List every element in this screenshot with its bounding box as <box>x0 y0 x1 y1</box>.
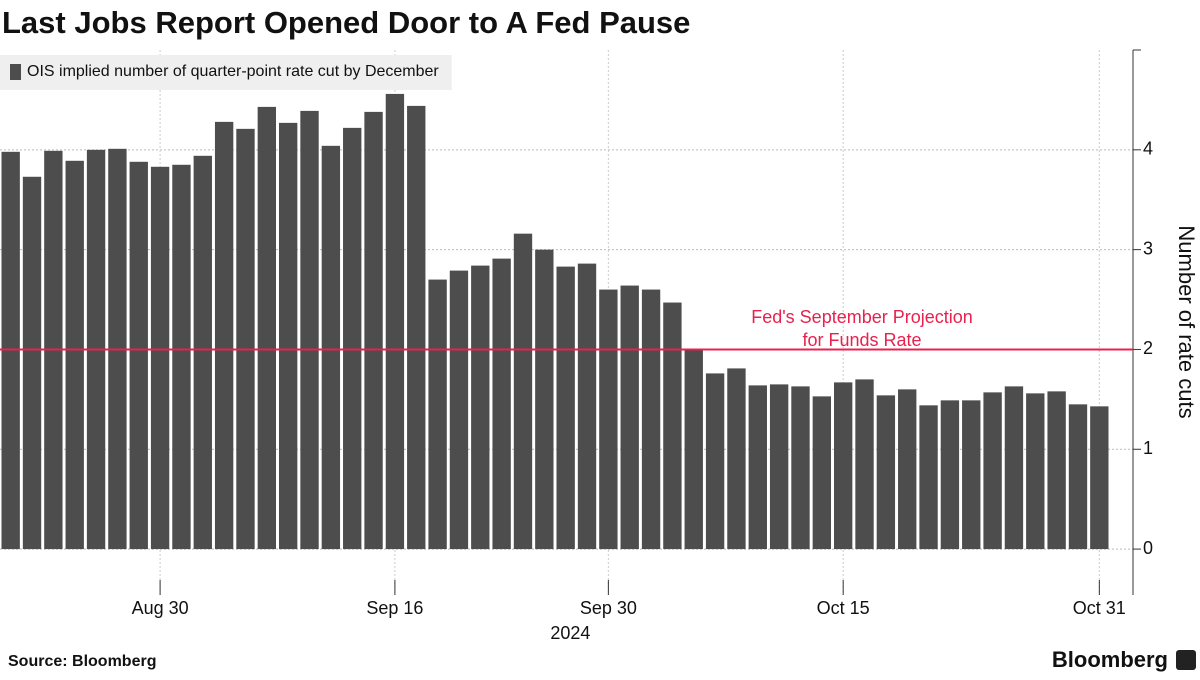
bar <box>407 105 426 550</box>
bar <box>855 379 874 550</box>
legend-box <box>0 55 452 90</box>
bar <box>769 384 789 550</box>
bar <box>471 265 490 550</box>
bar <box>1047 391 1066 550</box>
y-tick-label: 1 <box>1143 438 1153 458</box>
legend-swatch <box>10 64 21 80</box>
bar <box>727 368 746 550</box>
bar <box>556 266 575 550</box>
bar <box>65 160 84 550</box>
bar <box>257 106 277 550</box>
legend-label: OIS implied number of quarter-point rate… <box>27 63 439 80</box>
bar <box>321 145 341 550</box>
bar <box>236 128 255 550</box>
y-tick-label: 0 <box>1143 538 1153 558</box>
bar <box>278 122 298 550</box>
bar <box>364 111 383 550</box>
y-tick-label: 4 <box>1143 139 1153 159</box>
bar <box>940 400 960 550</box>
bar <box>449 270 469 550</box>
bar <box>919 405 938 550</box>
bar <box>193 155 212 550</box>
bar <box>898 389 917 550</box>
bar <box>641 289 661 550</box>
bar <box>620 285 639 550</box>
brand: Bloomberg <box>1052 647 1168 672</box>
bar <box>1090 406 1109 550</box>
bar <box>748 385 767 550</box>
bar <box>663 302 682 550</box>
y-tick-label: 3 <box>1143 238 1153 258</box>
bar <box>684 349 703 550</box>
bar <box>962 400 981 550</box>
bar <box>876 395 896 550</box>
bar <box>385 93 405 550</box>
bar <box>214 121 234 550</box>
source: Source: Bloomberg <box>8 653 156 670</box>
bar <box>428 279 447 550</box>
bar <box>812 396 832 550</box>
brand-icon <box>1176 650 1196 670</box>
bar <box>1068 404 1088 550</box>
reference-label: Fed's September Projection <box>751 307 973 327</box>
x-year-label: 2024 <box>550 623 590 643</box>
bar <box>513 233 533 550</box>
bar <box>705 373 725 550</box>
bar <box>791 386 810 550</box>
y-axis-label: Number of rate cuts <box>1174 225 1199 418</box>
x-tick-label: Aug 30 <box>132 598 189 618</box>
bar <box>833 382 853 550</box>
x-tick-label: Sep 16 <box>366 598 423 618</box>
bar <box>577 263 597 550</box>
legend: OIS implied number of quarter-point rate… <box>0 55 452 90</box>
y-tick-label: 2 <box>1143 338 1153 358</box>
bar <box>300 110 319 550</box>
bar <box>1004 386 1024 550</box>
reference-label: for Funds Rate <box>802 330 921 350</box>
bar <box>983 392 1002 550</box>
bar <box>535 249 554 550</box>
x-tick-label: Sep 30 <box>580 598 637 618</box>
x-tick-label: Oct 31 <box>1073 598 1126 618</box>
bar <box>1026 393 1045 550</box>
bar <box>492 258 511 550</box>
bar <box>599 289 618 550</box>
bar <box>150 166 170 550</box>
bar <box>343 127 362 550</box>
bar <box>172 164 191 550</box>
x-tick-label: Oct 15 <box>817 598 870 618</box>
bar <box>22 176 42 550</box>
bar <box>129 161 148 550</box>
chart-title: Last Jobs Report Opened Door to A Fed Pa… <box>2 5 690 40</box>
